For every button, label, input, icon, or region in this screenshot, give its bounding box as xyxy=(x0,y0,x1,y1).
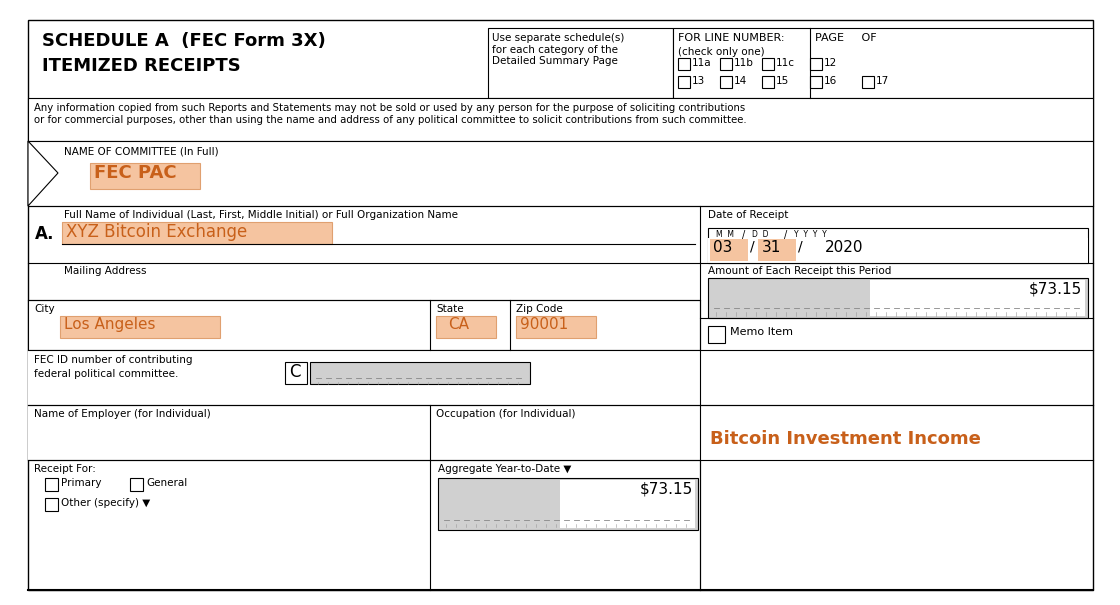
Bar xyxy=(516,316,596,338)
Text: 11b: 11b xyxy=(734,58,754,68)
Bar xyxy=(62,222,332,244)
Text: 31: 31 xyxy=(762,240,782,255)
Text: PAGE     OF: PAGE OF xyxy=(815,33,877,43)
Text: /: / xyxy=(797,240,803,254)
Text: General: General xyxy=(146,478,187,488)
Text: 03: 03 xyxy=(713,240,732,255)
Bar xyxy=(28,405,700,460)
Bar xyxy=(28,141,1093,206)
Text: /: / xyxy=(750,240,755,254)
Bar xyxy=(810,58,822,70)
Text: State: State xyxy=(436,304,464,314)
Text: Memo Item: Memo Item xyxy=(730,327,793,337)
Bar xyxy=(28,300,700,350)
Text: 17: 17 xyxy=(876,76,889,86)
Text: SCHEDULE A  (FEC Form 3X): SCHEDULE A (FEC Form 3X) xyxy=(43,32,326,50)
Text: Y  Y  Y  Y: Y Y Y Y xyxy=(794,230,827,239)
Bar xyxy=(673,28,1093,98)
Text: Other (specify) ▼: Other (specify) ▼ xyxy=(60,498,150,508)
Text: $73.15: $73.15 xyxy=(1029,282,1082,297)
Polygon shape xyxy=(28,141,58,206)
Bar xyxy=(708,278,1088,318)
Text: /: / xyxy=(784,230,787,240)
Text: Use separate schedule(s)
for each category of the
Detailed Summary Page: Use separate schedule(s) for each catego… xyxy=(492,33,624,66)
Bar xyxy=(90,163,200,189)
Bar xyxy=(708,326,725,343)
Bar xyxy=(710,239,748,261)
Text: A.: A. xyxy=(35,225,55,243)
Text: ITEMIZED RECEIPTS: ITEMIZED RECEIPTS xyxy=(43,57,241,75)
Text: CA: CA xyxy=(448,317,469,332)
Bar xyxy=(762,76,774,88)
Bar xyxy=(488,28,673,98)
Bar xyxy=(862,76,874,88)
Bar xyxy=(720,58,732,70)
Text: C: C xyxy=(289,363,300,381)
Bar xyxy=(45,498,58,511)
Text: 11a: 11a xyxy=(692,58,711,68)
Bar xyxy=(28,98,1093,141)
Bar xyxy=(60,316,220,338)
Bar xyxy=(284,362,307,384)
Text: FEC PAC: FEC PAC xyxy=(94,164,177,182)
Text: Primary: Primary xyxy=(60,478,102,488)
Bar xyxy=(90,163,200,189)
Bar xyxy=(810,76,822,88)
Text: M  M: M M xyxy=(716,230,734,239)
Text: (check only one): (check only one) xyxy=(678,47,765,57)
Bar xyxy=(436,316,496,338)
Bar xyxy=(678,58,690,70)
Text: 90001: 90001 xyxy=(520,317,568,332)
Bar xyxy=(806,239,884,261)
Bar xyxy=(678,76,690,88)
Bar xyxy=(436,316,496,338)
Text: Los Angeles: Los Angeles xyxy=(64,317,156,332)
Text: FEC ID number of contributing: FEC ID number of contributing xyxy=(34,355,193,365)
Bar xyxy=(310,362,530,384)
Text: City: City xyxy=(34,304,55,314)
Bar xyxy=(708,228,1088,263)
Bar xyxy=(560,480,696,528)
Bar xyxy=(758,239,796,261)
Text: Full Name of Individual (Last, First, Middle Initial) or Full Organization Name: Full Name of Individual (Last, First, Mi… xyxy=(64,210,458,220)
Text: Occupation (for Individual): Occupation (for Individual) xyxy=(436,409,576,419)
Text: NAME OF COMMITTEE (In Full): NAME OF COMMITTEE (In Full) xyxy=(64,147,218,157)
Bar xyxy=(762,58,774,70)
Text: Name of Employer (for Individual): Name of Employer (for Individual) xyxy=(34,409,211,419)
Text: 13: 13 xyxy=(692,76,706,86)
Bar xyxy=(516,316,596,338)
Bar xyxy=(130,478,143,491)
Text: 14: 14 xyxy=(734,76,747,86)
Text: Any information copied from such Reports and Statements may not be sold or used : Any information copied from such Reports… xyxy=(34,103,747,125)
Text: Zip Code: Zip Code xyxy=(516,304,562,314)
Text: FOR LINE NUMBER:: FOR LINE NUMBER: xyxy=(678,33,784,43)
Text: Date of Receipt: Date of Receipt xyxy=(708,210,788,220)
Text: 12: 12 xyxy=(824,58,838,68)
Text: D  D: D D xyxy=(752,230,768,239)
Text: Aggregate Year-to-Date ▼: Aggregate Year-to-Date ▼ xyxy=(438,464,571,474)
Text: 15: 15 xyxy=(776,76,790,86)
Text: Bitcoin Investment Income: Bitcoin Investment Income xyxy=(710,430,981,448)
Text: Mailing Address: Mailing Address xyxy=(64,266,147,276)
Text: federal political committee.: federal political committee. xyxy=(34,369,178,379)
Bar xyxy=(28,350,700,405)
Bar xyxy=(438,478,698,530)
Text: 11c: 11c xyxy=(776,58,795,68)
Bar xyxy=(60,316,220,338)
Text: XYZ Bitcoin Exchange: XYZ Bitcoin Exchange xyxy=(66,223,248,241)
Text: Receipt For:: Receipt For: xyxy=(34,464,96,474)
Bar xyxy=(62,222,332,244)
Bar xyxy=(870,280,1085,316)
Bar xyxy=(45,478,58,491)
Text: 16: 16 xyxy=(824,76,838,86)
Text: 2020: 2020 xyxy=(825,240,864,255)
Bar xyxy=(720,76,732,88)
Bar xyxy=(708,238,1088,263)
Text: /: / xyxy=(741,230,745,240)
Text: $73.15: $73.15 xyxy=(640,482,693,497)
Text: Amount of Each Receipt this Period: Amount of Each Receipt this Period xyxy=(708,266,892,276)
